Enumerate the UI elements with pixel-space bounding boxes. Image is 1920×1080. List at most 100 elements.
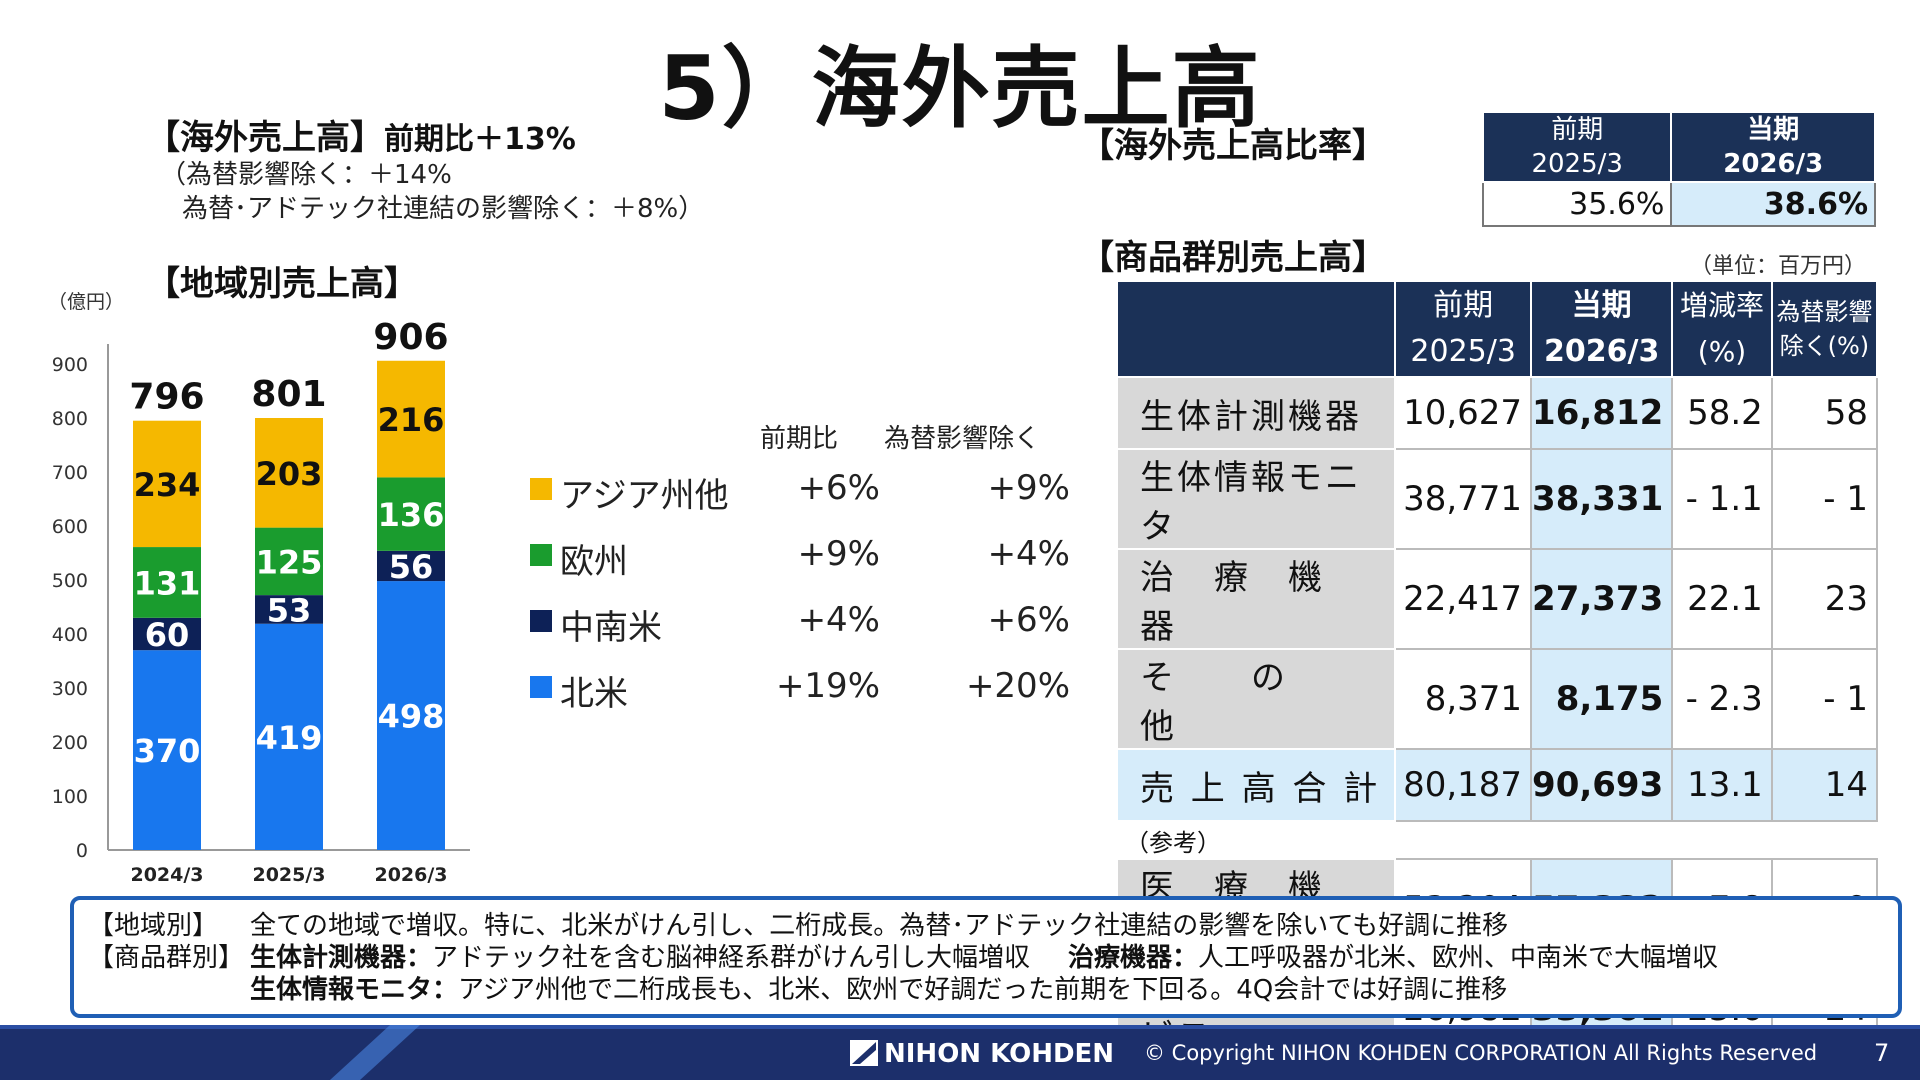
bar-value-label: 203 [256,455,323,493]
legend-name: アジア州他 [560,476,729,516]
cell-prev: 8,371 [1394,648,1533,750]
bar-segment [255,527,323,596]
table-header-blank [1115,280,1397,378]
bar-value-label: 136 [378,496,445,534]
bar-value-label: 234 [134,466,201,504]
bar-segment [377,477,445,551]
cell-fx: 58 [1770,376,1879,450]
cell-rate: 58.2 [1671,376,1773,450]
cell-fx: - 1 [1770,648,1879,750]
bar-value-label: 216 [378,401,445,439]
comment-text-1: アドテック社を含む脳神経系群がけん引し大幅増収 [432,943,1031,973]
comment-bold-2: 治療機器： [1068,943,1199,973]
product-sales-heading: 【商品群別売上高】 [1080,238,1386,278]
bar-total-label: 796 [129,377,204,418]
cell-fx: 23 [1770,548,1879,650]
fx-note-1: （為替影響除く：＋14% [160,160,452,190]
ratio-prev-value: 35.6% [1481,181,1673,227]
overseas-sales-label: 【海外売上高】 [146,118,384,158]
cell-name: 生体計測機器 [1115,376,1397,450]
bar-segment [133,420,201,548]
comment-bold-1: 生体計測機器： [250,943,433,973]
bar-segment [255,623,323,850]
y-tick-label: 500 [52,570,88,592]
cell-rate: - 1.1 [1671,448,1773,550]
legend-yoy: +19% [775,666,880,706]
bar-value-label: 370 [134,732,201,770]
legend-swatch [530,610,552,632]
ratio-cur-value: 38.6% [1670,181,1876,227]
bar-value-label: 53 [267,591,312,629]
y-tick-label: 300 [52,678,88,700]
y-tick-label: 900 [52,354,88,376]
legend-fx: +9% [987,468,1070,508]
x-tick-label: 2026/3 [374,864,447,886]
bar-segment [255,595,323,624]
table-row: 生体計測機器 10,627 16,812 58.2 58 [1115,376,1879,450]
legend-name: 欧州 [560,542,628,582]
reference-label: （参考） [1117,821,1877,859]
cell-prev: 22,417 [1394,548,1533,650]
comment-region-text: 全ての地域で増収。特に、北米がけん引し、二桁成長。為替･アドテック社連結の影響を… [250,911,1509,941]
cell-fx: 14 [1770,748,1879,822]
company-logo: NIHON KOHDEN [850,1039,1114,1069]
y-tick-label: 600 [52,516,88,538]
y-axis-label: （億円） [48,291,124,313]
table-header-cur: 当期 2026/3 [1530,280,1674,378]
footer-wave-decoration [330,1025,420,1080]
copyright: © Copyright NIHON KOHDEN CORPORATION All… [1144,1041,1818,1065]
overseas-sales-heading: 【海外売上高】前期比＋13% [146,110,576,159]
table-row: 生体情報モニタ 38,771 38,331- 1.1- 1 [1115,448,1879,550]
bar-segment [133,617,201,651]
comment-box: 【地域別】 全ての地域で増収。特に、北米がけん引し、二桁成長。為替･アドテック社連… [70,896,1902,1018]
legend-name: 北米 [560,674,628,714]
comment-tag-region: 【地域別】 [88,911,219,941]
bar-value-label: 60 [145,616,190,654]
table-header-fx: 為替影響 除く(%) [1770,280,1879,378]
cell-name: そ の 他 [1115,648,1397,750]
comment-text-2: 人工呼吸器が北米、欧州、中南米で大幅増収 [1198,943,1719,973]
y-tick-label: 400 [52,624,88,646]
cell-name: 治 療 機 器 [1115,548,1397,650]
table-row: そ の 他 8,371 8,175- 2.3- 1 [1115,648,1879,750]
bar-segment [377,581,445,850]
bar-total-label: 906 [373,317,448,358]
legend-yoy: +6% [797,468,880,508]
ratio-table: 前期 2025/3 当期 2026/3 35.6% 38.6% [1481,111,1876,227]
fx-note-2: 為替･アドテック社連結の影響除く：＋8%） [182,194,705,224]
bar-value-label: 498 [378,698,445,736]
cell-fx: - 1 [1770,448,1879,550]
table-header-prev: 前期 2025/3 [1394,280,1533,378]
bar-segment [133,650,201,850]
cell-cur: 38,331 [1530,448,1674,550]
bar-value-label: 125 [256,543,323,581]
y-tick-label: 100 [52,786,88,808]
footer: NIHON KOHDEN © Copyright NIHON KOHDEN CO… [0,1025,1920,1080]
cell-rate: 13.1 [1671,748,1773,822]
page-number: 7 [1874,1039,1890,1067]
y-tick-label: 0 [76,840,88,862]
comment-bold-3: 生体情報モニタ： [250,975,459,1005]
bar-value-label: 131 [134,564,201,602]
ratio-heading: 【海外売上高比率】 [1080,126,1386,166]
table-row: 治 療 機 器 22,417 27,373 22.1 23 [1115,548,1879,650]
bar-value-label: 56 [389,548,434,586]
cell-prev: 38,771 [1394,448,1533,550]
legend-swatch [530,676,552,698]
cell-prev: 80,187 [1394,748,1533,822]
ratio-cur-header: 当期 2026/3 [1670,111,1876,183]
legend-item: 欧州 +9% +4% [530,530,1070,582]
bar-segment [377,550,445,582]
page-title: 5）海外売上高 [658,37,1262,140]
cell-rate: 22.1 [1671,548,1773,650]
unit-label: （単位：百万円） [1690,254,1867,279]
bar-value-label: 419 [256,719,323,757]
y-tick-label: 800 [52,408,88,430]
cell-name: 売 上 高 合 計 [1115,748,1397,822]
legend-col-fx: 為替影響除く [884,424,1041,454]
legend-fx: +4% [987,534,1070,574]
region-sales-chart: （億円） 0 100 200 300 400 500 600 700 800 900 370 60 131… [48,291,470,886]
legend-yoy: +4% [797,600,880,640]
legend-item: 中南米 +4% +6% [530,596,1070,648]
x-tick-label: 2025/3 [252,864,325,886]
